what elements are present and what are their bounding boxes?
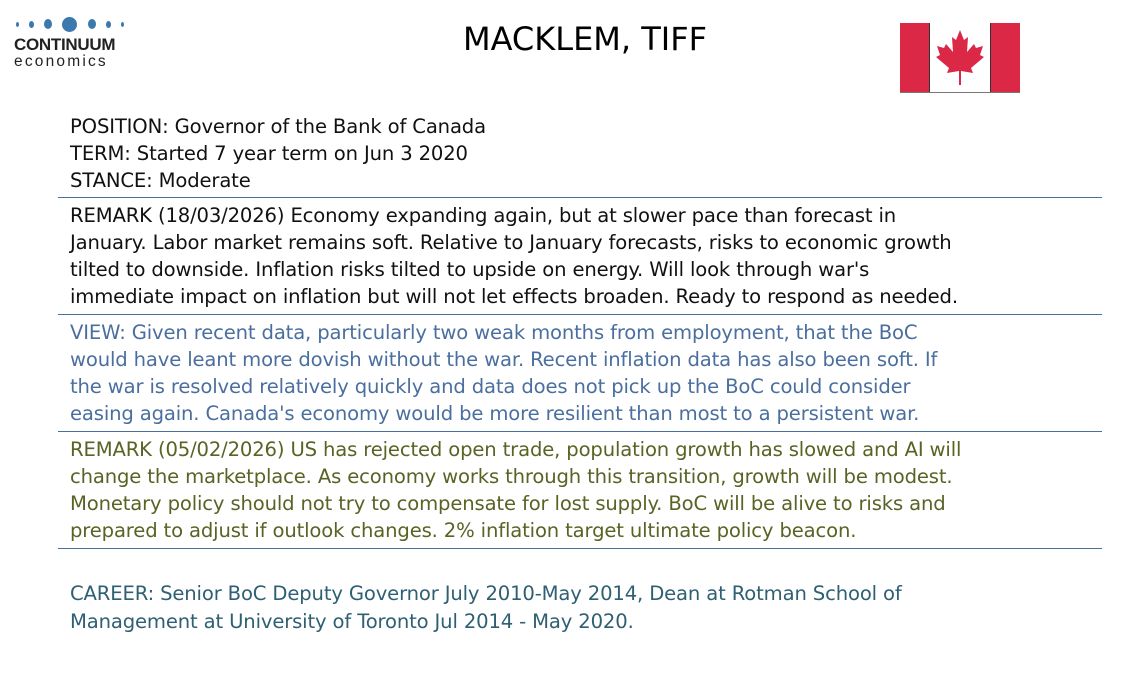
logo-sub: economics [14, 53, 108, 70]
canada-flag-icon [900, 23, 1020, 93]
term-line: TERM: Started 7 year term on Jun 3 2020 [70, 142, 468, 165]
remark-section-2: REMARK (05/02/2026) US has rejected open… [70, 436, 961, 544]
view-line: easing again. Canada's economy would be … [70, 402, 920, 425]
career-line: CAREER: Senior BoC Deputy Governor July … [70, 582, 902, 605]
maple-leaf-icon [936, 30, 984, 85]
divider [58, 431, 1102, 432]
logo-brand: CONTINUUM [14, 35, 116, 54]
page-title: MACKLEM, TIFF [462, 20, 708, 58]
remark-line: tilted to downside. Inflation risks tilt… [70, 258, 870, 281]
divider [58, 197, 1102, 198]
divider [58, 314, 1102, 315]
remark-line: immediate impact on inflation but will n… [70, 285, 958, 308]
view-line: would have leant more dovish without the… [70, 348, 938, 371]
continuum-economics-logo: CONTINUUM economics [14, 16, 134, 70]
remark-line: change the marketplace. As economy works… [70, 465, 953, 488]
logo-dots-icon [16, 16, 124, 32]
remark-line: REMARK (18/03/2026) Economy expanding ag… [70, 204, 897, 227]
view-section: VIEW: Given recent data, particularly tw… [70, 319, 937, 427]
remark-line: January. Labor market remains soft. Rela… [70, 231, 952, 254]
stance-line: STANCE: Moderate [70, 169, 251, 192]
profile-section: POSITION: Governor of the Bank of Canada… [70, 113, 486, 194]
remark-line: prepared to adjust if outlook changes. 2… [70, 519, 857, 542]
view-line: VIEW: Given recent data, particularly tw… [70, 321, 918, 344]
career-line: Management at University of Toronto Jul … [70, 610, 634, 633]
remark-line: Monetary policy should not try to compen… [70, 492, 946, 515]
remark-section-1: REMARK (18/03/2026) Economy expanding ag… [70, 202, 958, 310]
remark-line: REMARK (05/02/2026) US has rejected open… [70, 438, 962, 461]
view-line: the war is resolved relatively quickly a… [70, 375, 911, 398]
position-line: POSITION: Governor of the Bank of Canada [70, 115, 486, 138]
career-section: CAREER: Senior BoC Deputy Governor July … [70, 580, 902, 636]
divider [58, 548, 1102, 549]
